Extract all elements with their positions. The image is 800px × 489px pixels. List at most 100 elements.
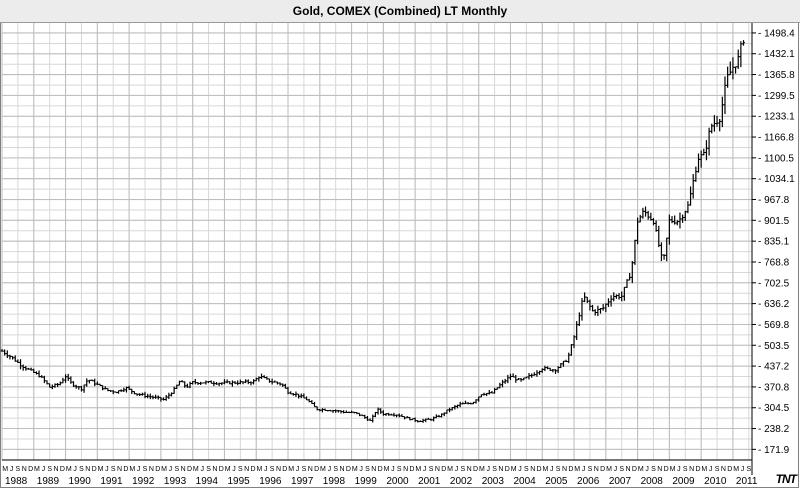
ohlc-bar xyxy=(432,416,436,422)
ohlc-bar xyxy=(567,352,571,364)
ohlc-bar xyxy=(373,411,377,418)
ohlc-bar xyxy=(230,380,234,387)
month-label: N xyxy=(181,466,186,473)
ohlc-bar xyxy=(471,401,475,405)
ohlc-bar xyxy=(5,350,9,358)
year-label: 2010 xyxy=(704,476,727,487)
ohlc-bar xyxy=(162,397,166,401)
ohlc-bar xyxy=(336,409,340,413)
month-label: S xyxy=(238,466,243,473)
ohlc-bar xyxy=(516,378,520,381)
year-label: 1996 xyxy=(259,476,282,487)
ohlc-bar xyxy=(207,380,211,384)
month-label: N xyxy=(276,466,281,473)
month-label: N xyxy=(626,466,631,473)
ohlc-bar xyxy=(140,392,144,396)
ohlc-bar xyxy=(731,57,735,80)
chart-title: Gold, COMEX (Combined) LT Monthly xyxy=(0,0,800,23)
ohlc-bar xyxy=(691,174,695,199)
ohlc-bar xyxy=(400,414,404,418)
y-tick-label: - 1233.1 xyxy=(758,112,795,123)
month-label: D xyxy=(123,466,128,473)
month-label: D xyxy=(695,466,700,473)
ohlc-bar xyxy=(252,379,256,385)
month-label: D xyxy=(60,466,65,473)
month-label: S xyxy=(619,466,624,473)
month-label: D xyxy=(727,466,732,473)
month-label: J xyxy=(614,466,618,473)
ohlc-bar xyxy=(318,409,322,412)
year-label: 2009 xyxy=(672,476,695,487)
month-label: S xyxy=(397,466,402,473)
ohlc-bar xyxy=(61,377,65,384)
month-label: D xyxy=(314,466,319,473)
month-label: J xyxy=(391,466,395,473)
ohlc-bar xyxy=(591,304,595,312)
month-label: D xyxy=(187,466,192,473)
ohlc-bar xyxy=(463,400,467,405)
ohlc-bar xyxy=(225,379,229,384)
ohlc-bar xyxy=(686,201,690,214)
month-label: M xyxy=(352,466,358,473)
ohlc-bar xyxy=(734,66,738,74)
month-label: D xyxy=(664,466,669,473)
ohlc-bar xyxy=(461,402,465,405)
ohlc-bar xyxy=(233,381,237,385)
ohlc-bar xyxy=(503,378,507,384)
month-label: J xyxy=(741,466,745,473)
ohlc-bar xyxy=(307,398,311,403)
ohlc-bar xyxy=(124,386,128,393)
ohlc-bar xyxy=(657,225,661,248)
ohlc-bar xyxy=(387,412,391,416)
ohlc-bar xyxy=(220,382,224,386)
ohlc-bar xyxy=(641,207,645,219)
ohlc-bar xyxy=(90,379,94,382)
month-label: D xyxy=(346,466,351,473)
ohlc-bar xyxy=(257,376,261,382)
month-label: S xyxy=(47,466,52,473)
y-tick-label: - 503.5 xyxy=(758,341,790,352)
ohlc-bar xyxy=(135,393,139,396)
ohlc-bar xyxy=(58,381,62,386)
ohlc-bar xyxy=(191,381,195,385)
ohlc-bar xyxy=(585,296,589,303)
y-tick-label: - 768.8 xyxy=(758,257,790,268)
ohlc-bar xyxy=(26,367,30,370)
ohlc-bar xyxy=(360,414,364,417)
ohlc-bar xyxy=(742,40,746,46)
month-label: D xyxy=(473,466,478,473)
ohlc-bar xyxy=(297,393,301,399)
ohlc-bar xyxy=(736,49,740,69)
ohlc-bar xyxy=(177,380,181,386)
ohlc-bar xyxy=(646,210,650,220)
ohlc-bar xyxy=(405,416,409,419)
month-label: J xyxy=(455,466,459,473)
ohlc-bar xyxy=(117,390,121,394)
month-label: M xyxy=(98,466,104,473)
ohlc-bar xyxy=(249,381,253,386)
ohlc-bar xyxy=(493,387,497,394)
ohlc-bar xyxy=(707,127,711,156)
ohlc-bar xyxy=(553,369,557,374)
ohlc-bar xyxy=(275,381,279,385)
month-label: J xyxy=(518,466,522,473)
y-tick-label: - 437.2 xyxy=(758,362,790,373)
ohlc-bar xyxy=(32,368,36,374)
month-label: S xyxy=(143,466,148,473)
ohlc-bar xyxy=(138,393,142,397)
month-label: S xyxy=(492,466,497,473)
year-label: 2000 xyxy=(386,476,409,487)
ohlc-bar xyxy=(98,383,102,386)
month-label: J xyxy=(264,466,268,473)
year-label: 1993 xyxy=(164,476,187,487)
month-label: N xyxy=(244,466,249,473)
ohlc-bar xyxy=(148,393,152,400)
ohlc-bar xyxy=(440,413,444,418)
ohlc-bar xyxy=(667,214,671,245)
ohlc-bar xyxy=(87,379,91,384)
ohlc-bar xyxy=(548,367,552,371)
ohlc-bar xyxy=(395,414,399,418)
y-tick-label: - 569.8 xyxy=(758,320,790,331)
ohlc-bar xyxy=(702,148,706,156)
